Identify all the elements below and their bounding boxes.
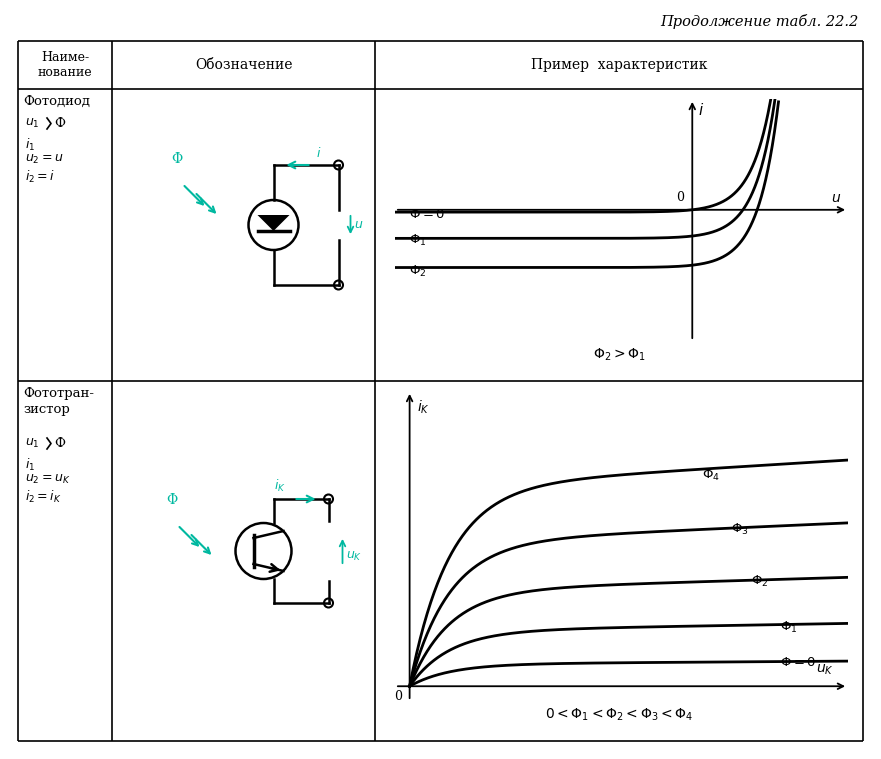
Polygon shape xyxy=(257,215,290,231)
Text: Пример  характеристик: Пример характеристик xyxy=(530,58,707,72)
Text: 0: 0 xyxy=(676,191,684,204)
Text: $\Phi_4$: $\Phi_4$ xyxy=(702,468,720,483)
Text: $i_2 = i$: $i_2 = i$ xyxy=(25,169,56,185)
Text: $i$: $i$ xyxy=(698,102,704,118)
Text: $\Phi=0$: $\Phi=0$ xyxy=(780,656,816,669)
Text: $\Phi_3$: $\Phi_3$ xyxy=(731,522,749,537)
Text: $\Phi_1$: $\Phi_1$ xyxy=(409,233,426,248)
Text: $i_1$: $i_1$ xyxy=(25,137,35,153)
Text: Фототран-
зистор: Фототран- зистор xyxy=(23,387,94,416)
Text: $\Phi_2$: $\Phi_2$ xyxy=(751,574,768,589)
Text: $u_1$: $u_1$ xyxy=(25,437,40,450)
Text: Наиме-
нование: Наиме- нование xyxy=(38,51,93,79)
Text: $i_K$: $i_K$ xyxy=(418,398,430,416)
Text: Фотодиод: Фотодиод xyxy=(23,95,90,108)
Text: $0 < \Phi_1 < \Phi_2 < \Phi_3 < \Phi_4$: $0 < \Phi_1 < \Phi_2 < \Phi_3 < \Phi_4$ xyxy=(544,707,693,723)
Text: $u_2 = u_K$: $u_2 = u_K$ xyxy=(25,473,70,486)
Text: 0: 0 xyxy=(394,690,402,703)
Text: $i_2 = i_K$: $i_2 = i_K$ xyxy=(25,489,62,505)
Text: $\Phi_2$: $\Phi_2$ xyxy=(409,263,426,279)
Text: $i_K$: $i_K$ xyxy=(273,478,285,494)
Text: Φ: Φ xyxy=(171,152,182,166)
Text: $u_2 = u$: $u_2 = u$ xyxy=(25,153,63,166)
Text: $u_K$: $u_K$ xyxy=(816,663,833,677)
Text: Обозначение: Обозначение xyxy=(195,58,292,72)
Text: $\Phi_2 > \Phi_1$: $\Phi_2 > \Phi_1$ xyxy=(593,347,646,363)
Text: $u_1$: $u_1$ xyxy=(25,117,40,130)
Text: $u$: $u$ xyxy=(831,191,841,206)
Text: $i_1$: $i_1$ xyxy=(25,457,35,473)
Text: $\Phi_1$: $\Phi_1$ xyxy=(780,619,797,635)
Text: Ф: Ф xyxy=(54,437,65,450)
Text: $u_K$: $u_K$ xyxy=(345,550,362,562)
Text: Ф: Ф xyxy=(54,117,65,130)
Text: $i$: $i$ xyxy=(315,146,321,160)
Text: Продолжение табл. 22.2: Продолжение табл. 22.2 xyxy=(660,14,858,29)
Text: $u$: $u$ xyxy=(353,219,363,231)
Text: $\Phi=0$: $\Phi=0$ xyxy=(409,208,446,221)
Text: Φ: Φ xyxy=(166,493,177,507)
